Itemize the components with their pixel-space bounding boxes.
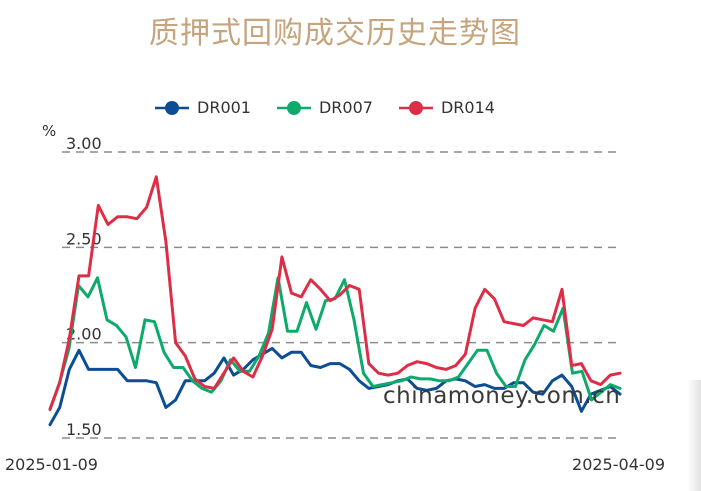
y-tick-label: 1.50 bbox=[66, 420, 102, 439]
chart-title: 质押式回购成交历史走势图 bbox=[149, 16, 521, 51]
series-line-dr014[interactable] bbox=[48, 175, 622, 411]
y-tick-label: 2.00 bbox=[66, 325, 102, 344]
legend-label-dr007: DR007 bbox=[318, 98, 373, 117]
x-tick-label-end: 2025-04-09 bbox=[572, 455, 665, 474]
y-tick-label: 3.00 bbox=[66, 134, 102, 153]
legend-marker-dr014 bbox=[398, 100, 433, 115]
legend-marker-dr001 bbox=[155, 100, 189, 115]
legend-label-dr014: DR014 bbox=[440, 98, 495, 117]
series-line-dr001[interactable] bbox=[48, 346, 622, 427]
legend-marker-dr007 bbox=[276, 100, 311, 115]
y-axis-unit: % bbox=[42, 122, 57, 140]
y-tick-label: 2.50 bbox=[66, 229, 102, 248]
x-tick-label-start: 2025-01-09 bbox=[5, 455, 98, 474]
legend-item-dr001[interactable]: DR001 bbox=[155, 98, 251, 117]
legend-item-dr014[interactable]: DR014 bbox=[398, 98, 495, 117]
edge-shadow bbox=[687, 380, 701, 491]
legend-item-dr007[interactable]: DR007 bbox=[276, 98, 373, 117]
legend-label-dr001: DR001 bbox=[197, 98, 251, 117]
watermark-text: chinamoney.com.cn bbox=[383, 383, 621, 409]
chart-legend: DR001 DR007 DR014 bbox=[155, 98, 495, 117]
